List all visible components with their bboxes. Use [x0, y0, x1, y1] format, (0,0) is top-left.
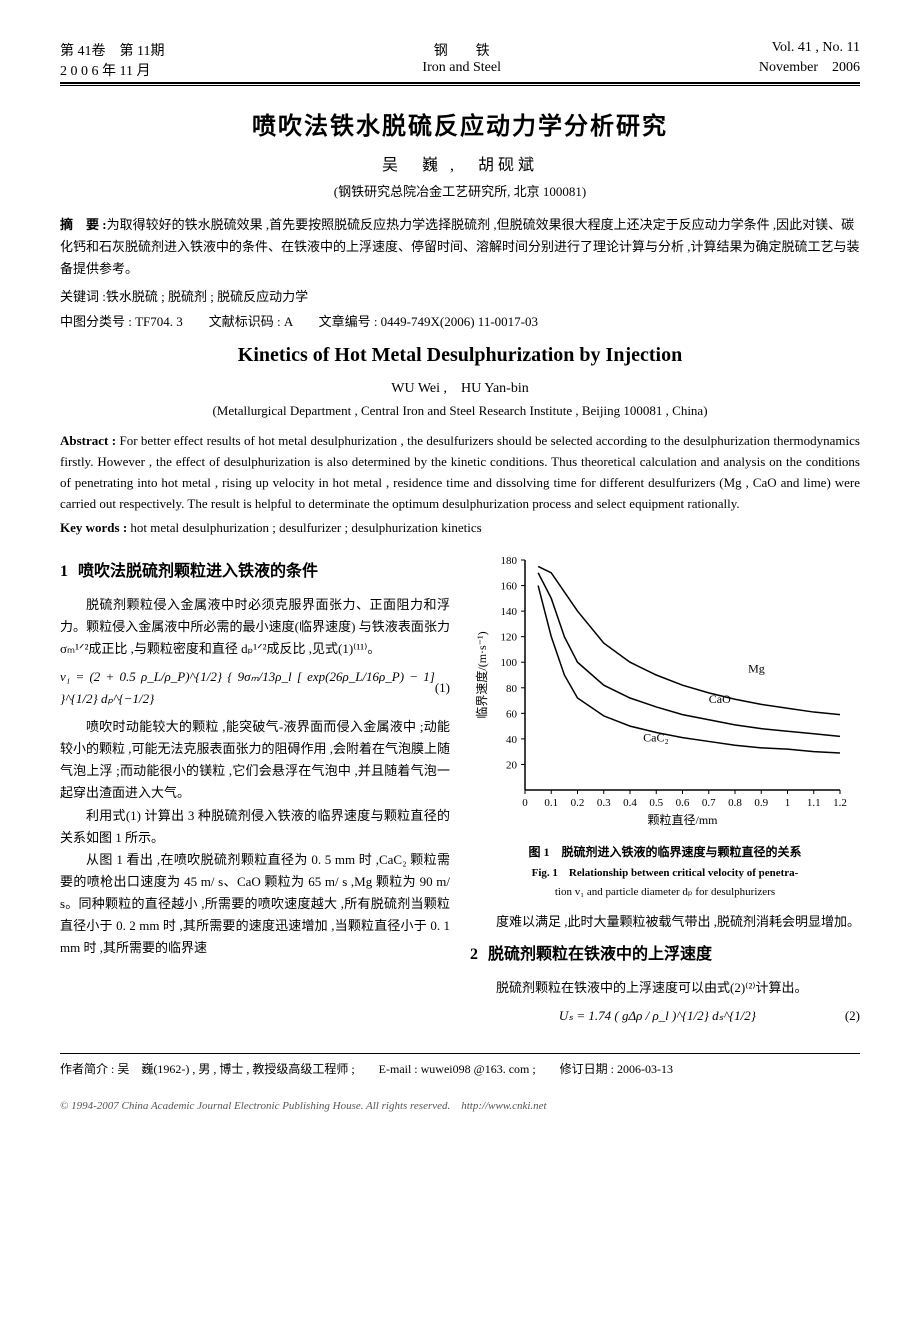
eq1-num: (1) — [435, 677, 450, 699]
eq1-body: v₁ = (2 + 0.5 ρ_L/ρ_P)^{1/2} { 9σₘ/13ρ_l… — [60, 666, 435, 710]
abstract-en: Abstract : For better effect results of … — [60, 431, 860, 514]
svg-text:0.2: 0.2 — [571, 797, 585, 809]
keywords-en-text: hot metal desulphurization ; desulfurize… — [130, 520, 481, 535]
svg-text:60: 60 — [506, 709, 518, 721]
svg-text:0.1: 0.1 — [544, 797, 558, 809]
header-rule — [60, 85, 860, 86]
date-cn: 2 0 0 6 年 11 月 — [60, 60, 164, 80]
journal-en: Iron and Steel — [422, 60, 501, 76]
svg-text:160: 160 — [501, 581, 518, 593]
left-column: 1 喷吹法脱硫剂颗粒进入铁液的条件 脱硫剂颗粒侵入金属液中时必须克服界面张力、正面… — [60, 550, 450, 1032]
svg-text:1: 1 — [785, 797, 791, 809]
header-right: Vol. 41 , No. 11 November 2006 — [759, 40, 860, 80]
vol-issue-cn: 第 41卷 第 11期 — [60, 40, 164, 60]
equation-2: Uₛ = 1.74 ( gΔρ / ρ_l )^{1/2} dₛ^{1/2} (… — [470, 1005, 860, 1027]
svg-text:100: 100 — [501, 658, 518, 670]
author-info: 作者简介 : 吴 巍(1962-) , 男 , 博士 , 教授级高级工程师 ; … — [60, 1060, 673, 1077]
figure-1-chart: 0 0.1 0.2 0.3 0.4 0.5 0.6 0.7 0.8 0.9 1 1.1 1.2 20 40 6… — [470, 550, 850, 830]
svg-text:120: 120 — [501, 632, 518, 644]
authors-cn: 吴 巍 , 胡砚斌 — [60, 151, 860, 175]
keywords-cn-text: 铁水脱硫 ; 脱硫剂 ; 脱硫反应动力学 — [106, 289, 308, 304]
affil-en: (Metallurgical Department , Central Iron… — [60, 403, 860, 419]
page-header: 第 41卷 第 11期 2 0 0 6 年 11 月 钢 铁 Iron and … — [60, 40, 860, 84]
cnki-notice: © 1994-2007 China Academic Journal Elect… — [60, 1097, 860, 1113]
svg-text:0.7: 0.7 — [702, 797, 716, 809]
svg-text:CaC₂: CaC₂ — [643, 731, 669, 745]
svg-text:0.5: 0.5 — [649, 797, 663, 809]
right-column: 0 0.1 0.2 0.3 0.4 0.5 0.6 0.7 0.8 0.9 1 1.1 1.2 20 40 6… — [470, 550, 860, 1032]
section-2-heading: 脱硫剂颗粒在铁液中的上浮速度 — [488, 946, 712, 963]
section-2-title: 2 脱硫剂颗粒在铁液中的上浮速度 — [470, 941, 860, 968]
keywords-en: Key words : hot metal desulphurization ;… — [60, 520, 860, 536]
abstract-cn: 摘 要 :为取得较好的铁水脱硫效果 ,首先要按照脱硫反应热力学选择脱硫剂 ,但脱… — [60, 214, 860, 280]
page-footer: 作者简介 : 吴 巍(1962-) , 男 , 博士 , 教授级高级工程师 ; … — [60, 1053, 860, 1077]
equation-1: v₁ = (2 + 0.5 ρ_L/ρ_P)^{1/2} { 9σₘ/13ρ_l… — [60, 666, 450, 710]
abstract-cn-text: 为取得较好的铁水脱硫效果 ,首先要按照脱硫反应热力学选择脱硫剂 ,但脱硫效果很大… — [60, 217, 860, 276]
section-1-num: 1 — [60, 563, 68, 580]
right-p1: 度难以满足 ,此时大量颗粒被载气带出 ,脱硫剂消耗会明显增加。 — [470, 911, 860, 933]
svg-text:180: 180 — [501, 555, 518, 567]
date-en: November 2006 — [759, 56, 860, 76]
svg-text:CaO: CaO — [709, 693, 731, 707]
svg-text:0.9: 0.9 — [754, 797, 768, 809]
svg-text:40: 40 — [506, 734, 518, 746]
svg-text:1.1: 1.1 — [807, 797, 821, 809]
abstract-en-text: For better effect results of hot metal d… — [60, 433, 860, 510]
authors-en: WU Wei , HU Yan-bin — [60, 377, 860, 397]
abstract-cn-label: 摘 要 : — [60, 217, 107, 232]
title-cn: 喷吹法铁水脱硫反应动力学分析研究 — [60, 106, 860, 141]
sec1-p1: 脱硫剂颗粒侵入金属液中时必须克服界面张力、正面阻力和浮力。颗粒侵入金属液中所必需… — [60, 594, 450, 660]
fig1-caption-en-2: tion v₁ and particle diameter dₚ for des… — [470, 883, 860, 902]
svg-text:0: 0 — [522, 797, 528, 809]
svg-text:20: 20 — [506, 760, 518, 772]
abstract-en-label: Abstract : — [60, 433, 116, 448]
keywords-cn-label: 关键词 : — [60, 289, 106, 304]
section-1-title: 1 喷吹法脱硫剂颗粒进入铁液的条件 — [60, 558, 450, 585]
svg-text:0.3: 0.3 — [597, 797, 611, 809]
classification: 中图分类号 : TF704. 3 文献标识码 : A 文章编号 : 0449-7… — [60, 311, 860, 330]
svg-text:140: 140 — [501, 607, 518, 619]
svg-text:临界速度/(m·s⁻¹): 临界速度/(m·s⁻¹) — [474, 632, 489, 719]
sec1-p4: 从图 1 看出 ,在喷吹脱硫剂颗粒直径为 0. 5 mm 时 ,CaC₂ 颗粒需… — [60, 849, 450, 959]
body-columns: 1 喷吹法脱硫剂颗粒进入铁液的条件 脱硫剂颗粒侵入金属液中时必须克服界面张力、正面… — [60, 550, 860, 1032]
title-en: Kinetics of Hot Metal Desulphurization b… — [60, 344, 860, 367]
sec1-p2: 喷吹时动能较大的颗粒 ,能突破气-液界面而侵入金属液中 ;动能较小的颗粒 ,可能… — [60, 716, 450, 804]
section-1-heading: 喷吹法脱硫剂颗粒进入铁液的条件 — [78, 563, 318, 580]
eq2-body: Uₛ = 1.74 ( gΔρ / ρ_l )^{1/2} dₛ^{1/2} — [559, 1005, 756, 1027]
keywords-cn: 关键词 :铁水脱硫 ; 脱硫剂 ; 脱硫反应动力学 — [60, 286, 860, 305]
keywords-en-label: Key words : — [60, 520, 127, 535]
header-left: 第 41卷 第 11期 2 0 0 6 年 11 月 — [60, 40, 164, 80]
header-center: 钢 铁 Iron and Steel — [422, 40, 501, 80]
fig1-caption-cn: 图 1 脱硫剂进入铁液的临界速度与颗粒直径的关系 — [470, 842, 860, 862]
svg-text:0.8: 0.8 — [728, 797, 742, 809]
vol-en: Vol. 41 , No. 11 — [759, 40, 860, 56]
eq2-num: (2) — [845, 1005, 860, 1027]
section-2-num: 2 — [470, 946, 478, 963]
fig1-caption-en-1: Fig. 1 Relationship between critical vel… — [470, 864, 860, 883]
svg-text:Mg: Mg — [748, 662, 765, 676]
journal-cn: 钢 铁 — [422, 40, 501, 60]
svg-text:1.2: 1.2 — [833, 797, 847, 809]
svg-text:颗粒直径/mm: 颗粒直径/mm — [647, 812, 718, 827]
figure-1: 0 0.1 0.2 0.3 0.4 0.5 0.6 0.7 0.8 0.9 1 1.1 1.2 20 40 6… — [470, 550, 860, 901]
svg-text:80: 80 — [506, 683, 518, 695]
affil-cn: (钢铁研究总院冶金工艺研究所, 北京 100081) — [60, 181, 860, 200]
svg-text:0.4: 0.4 — [623, 797, 637, 809]
sec1-p3: 利用式(1) 计算出 3 种脱硫剂侵入铁液的临界速度与颗粒直径的关系如图 1 所… — [60, 805, 450, 849]
svg-text:0.6: 0.6 — [676, 797, 690, 809]
sec2-p1: 脱硫剂颗粒在铁液中的上浮速度可以由式(2)⁽²⁾计算出。 — [470, 977, 860, 999]
